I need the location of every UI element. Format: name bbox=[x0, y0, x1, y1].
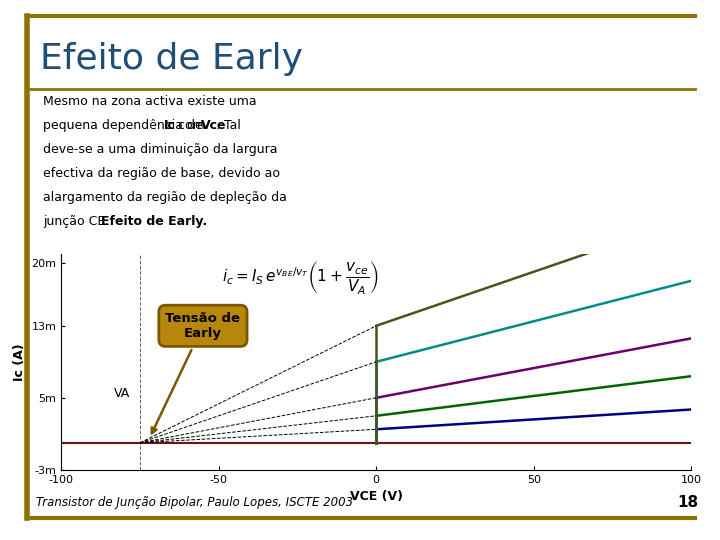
Text: junção CE.: junção CE. bbox=[43, 215, 114, 228]
X-axis label: VCE (V): VCE (V) bbox=[350, 490, 402, 503]
Text: VA: VA bbox=[114, 387, 130, 400]
Text: Vce: Vce bbox=[200, 119, 226, 132]
Text: $i_c = I_S \, e^{v_{BE}/v_T} \left(1 + \dfrac{v_{ce}}{V_A}\right)$: $i_c = I_S \, e^{v_{BE}/v_T} \left(1 + \… bbox=[222, 260, 379, 298]
Text: Efeito de Early.: Efeito de Early. bbox=[101, 215, 207, 228]
Text: Transistor de Junção Bipolar, Paulo Lopes, ISCTE 2003: Transistor de Junção Bipolar, Paulo Lope… bbox=[36, 496, 353, 509]
Text: pequena dependência de: pequena dependência de bbox=[43, 119, 207, 132]
Text: 18: 18 bbox=[678, 495, 698, 510]
Text: deve-se a uma diminuição da largura: deve-se a uma diminuição da largura bbox=[43, 143, 278, 156]
Text: Mesmo na zona activa existe uma: Mesmo na zona activa existe uma bbox=[43, 95, 257, 108]
Text: com: com bbox=[174, 119, 209, 132]
Text: Efeito de Early: Efeito de Early bbox=[40, 42, 303, 76]
Text: . Tal: . Tal bbox=[216, 119, 241, 132]
Text: efectiva da região de base, devido ao: efectiva da região de base, devido ao bbox=[43, 167, 280, 180]
Text: Tensão de
Early: Tensão de Early bbox=[152, 312, 240, 433]
Text: alargamento da região de depleção da: alargamento da região de depleção da bbox=[43, 191, 287, 204]
Text: Ic: Ic bbox=[163, 119, 176, 132]
Y-axis label: Ic (A): Ic (A) bbox=[13, 343, 26, 381]
